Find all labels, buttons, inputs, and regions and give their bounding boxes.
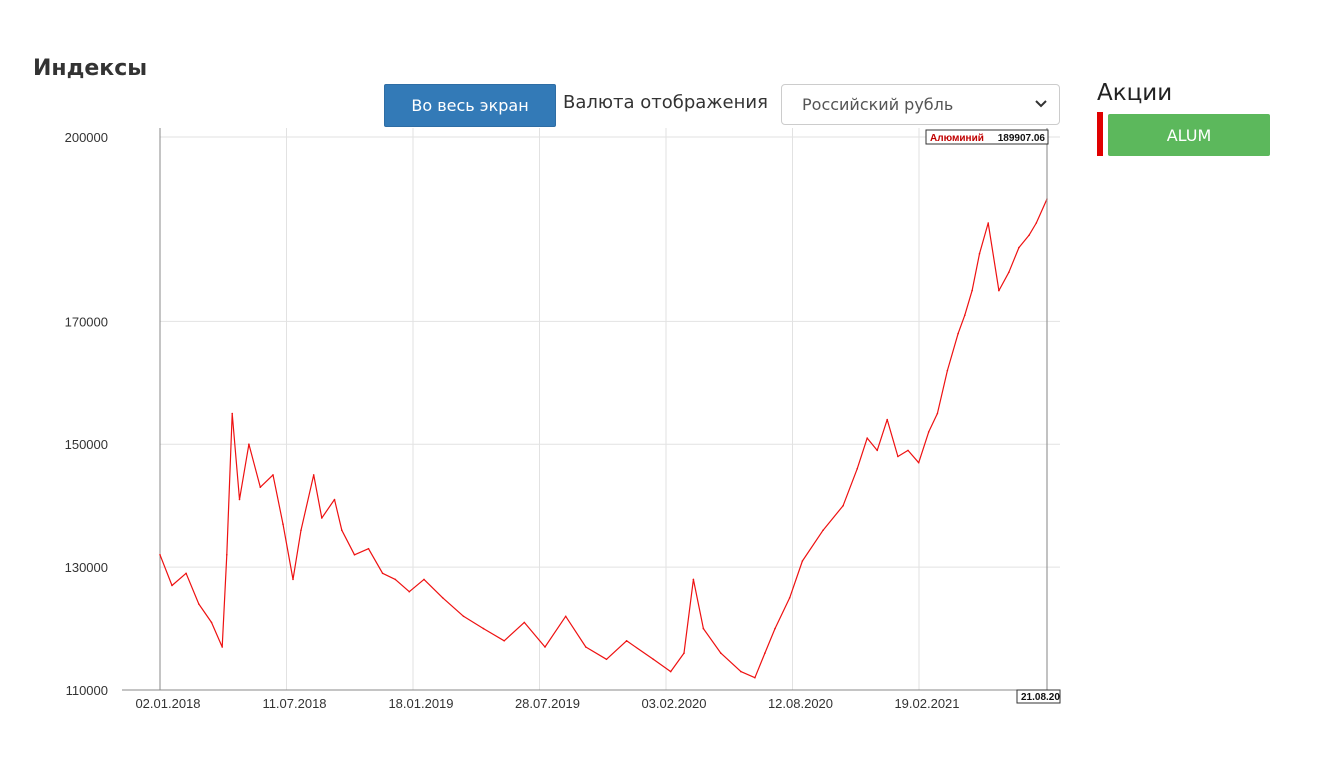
data-point	[605, 658, 608, 661]
data-point	[462, 615, 465, 618]
data-point	[683, 652, 685, 654]
data-point	[720, 652, 722, 654]
data-point	[367, 547, 370, 550]
data-point	[652, 658, 655, 661]
currency-label: Валюта отображения	[563, 92, 768, 113]
data-point	[226, 554, 228, 556]
y-tick-label: 170000	[65, 314, 108, 329]
data-point	[238, 498, 241, 501]
data-point	[964, 314, 966, 317]
data-point	[423, 578, 425, 581]
x-tick-label: 28.07.2019	[515, 696, 580, 711]
data-point	[564, 615, 567, 618]
data-point	[408, 590, 411, 593]
data-point	[282, 523, 284, 525]
y-tick-label: 150000	[65, 437, 108, 452]
data-point	[394, 578, 397, 581]
y-tick-label: 130000	[65, 560, 108, 575]
data-point	[866, 437, 868, 439]
data-point	[171, 584, 173, 587]
data-point	[585, 646, 587, 648]
data-point	[210, 621, 213, 624]
data-point	[523, 621, 526, 624]
data-point	[764, 652, 766, 654]
data-point	[957, 332, 959, 335]
data-point	[259, 486, 262, 489]
y-tick-label: 110000	[66, 683, 108, 698]
data-point	[185, 572, 187, 575]
data-point	[341, 529, 343, 531]
data-point	[907, 449, 909, 452]
data-point	[987, 222, 989, 224]
fullscreen-button[interactable]: Во весь экран	[384, 84, 556, 127]
data-point	[1018, 246, 1020, 249]
x-tick-label: 19.02.2021	[894, 696, 959, 711]
data-point	[482, 627, 485, 630]
data-point	[754, 676, 756, 679]
data-point	[159, 554, 161, 556]
data-point	[876, 449, 878, 452]
x-tick-label: 18.01.2019	[388, 696, 453, 711]
data-point	[886, 418, 888, 421]
data-point	[1028, 234, 1030, 237]
x-tick-label: 11.07.2018	[262, 696, 326, 711]
data-point	[381, 572, 384, 575]
data-point	[978, 252, 981, 255]
stock-color-marker	[1097, 112, 1103, 156]
data-point	[692, 578, 695, 581]
data-point	[625, 640, 628, 642]
data-point	[544, 646, 546, 648]
last-value-number: 189907.06	[998, 133, 1046, 144]
data-point	[702, 627, 705, 630]
data-point	[248, 443, 250, 446]
data-point	[300, 529, 302, 531]
last-value-series-name: Алюминий	[930, 133, 984, 144]
data-point	[231, 412, 233, 415]
chevron-down-icon	[1035, 100, 1047, 108]
series-line-aluminium	[159, 198, 1048, 679]
data-point	[788, 597, 791, 599]
last-value-tag	[925, 129, 1049, 145]
stocks-title: Акции	[1097, 80, 1173, 106]
data-point	[1008, 271, 1010, 274]
data-point	[856, 468, 858, 470]
data-point	[1035, 222, 1038, 224]
page-title: Индексы	[33, 56, 148, 81]
data-point	[897, 455, 899, 458]
x-tick-label: 02.01.2018	[135, 696, 200, 711]
data-point	[946, 369, 949, 372]
data-point	[292, 578, 294, 581]
x-tick-label: 03.02.2020	[641, 696, 706, 711]
data-point	[669, 670, 672, 673]
data-point	[272, 474, 274, 476]
data-point	[441, 597, 444, 599]
data-point	[998, 289, 1000, 292]
data-point	[917, 461, 920, 464]
data-point	[503, 640, 506, 642]
data-point	[740, 670, 742, 673]
x-tick-label: 12.08.2020	[768, 696, 833, 711]
currency-select[interactable]: Российский рубль	[781, 84, 1060, 125]
stock-button-alum[interactable]: ALUM	[1108, 114, 1270, 156]
y-tick-label: 200000	[65, 130, 108, 145]
data-point	[198, 603, 200, 605]
data-point	[927, 431, 930, 433]
data-point	[971, 289, 973, 292]
data-point	[221, 646, 223, 648]
data-point	[353, 554, 356, 556]
data-point	[822, 529, 824, 531]
currency-select-value: Российский рубль	[802, 95, 954, 114]
crosshair-date-tag	[1016, 689, 1061, 704]
data-point	[936, 412, 939, 415]
data-point	[312, 474, 315, 476]
data-point	[321, 517, 323, 519]
data-point	[842, 504, 844, 507]
data-point	[333, 498, 336, 501]
data-point	[774, 627, 776, 630]
crosshair-date-label: 21.08.20	[1021, 692, 1060, 703]
data-point	[801, 560, 804, 562]
